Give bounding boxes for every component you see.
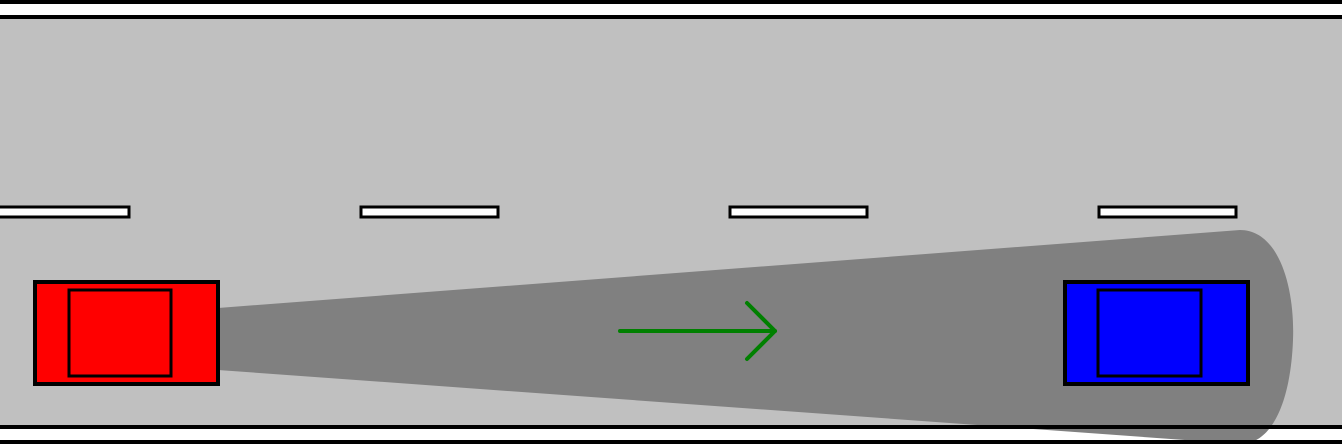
direction-arrow-icon [618, 301, 777, 361]
lane-marking [359, 205, 500, 219]
ego-car-roof [67, 288, 173, 378]
lead-car-roof [1096, 288, 1203, 378]
lane-marking [728, 205, 869, 219]
lead-car [1063, 280, 1250, 386]
sensor-beam [218, 230, 1294, 444]
ego-car [33, 280, 220, 386]
lane-marking [0, 205, 131, 219]
lane-marking [1097, 205, 1238, 219]
bottom-road-edge [0, 425, 1342, 444]
lane-markings [0, 205, 1238, 219]
top-road-edge [0, 0, 1342, 19]
